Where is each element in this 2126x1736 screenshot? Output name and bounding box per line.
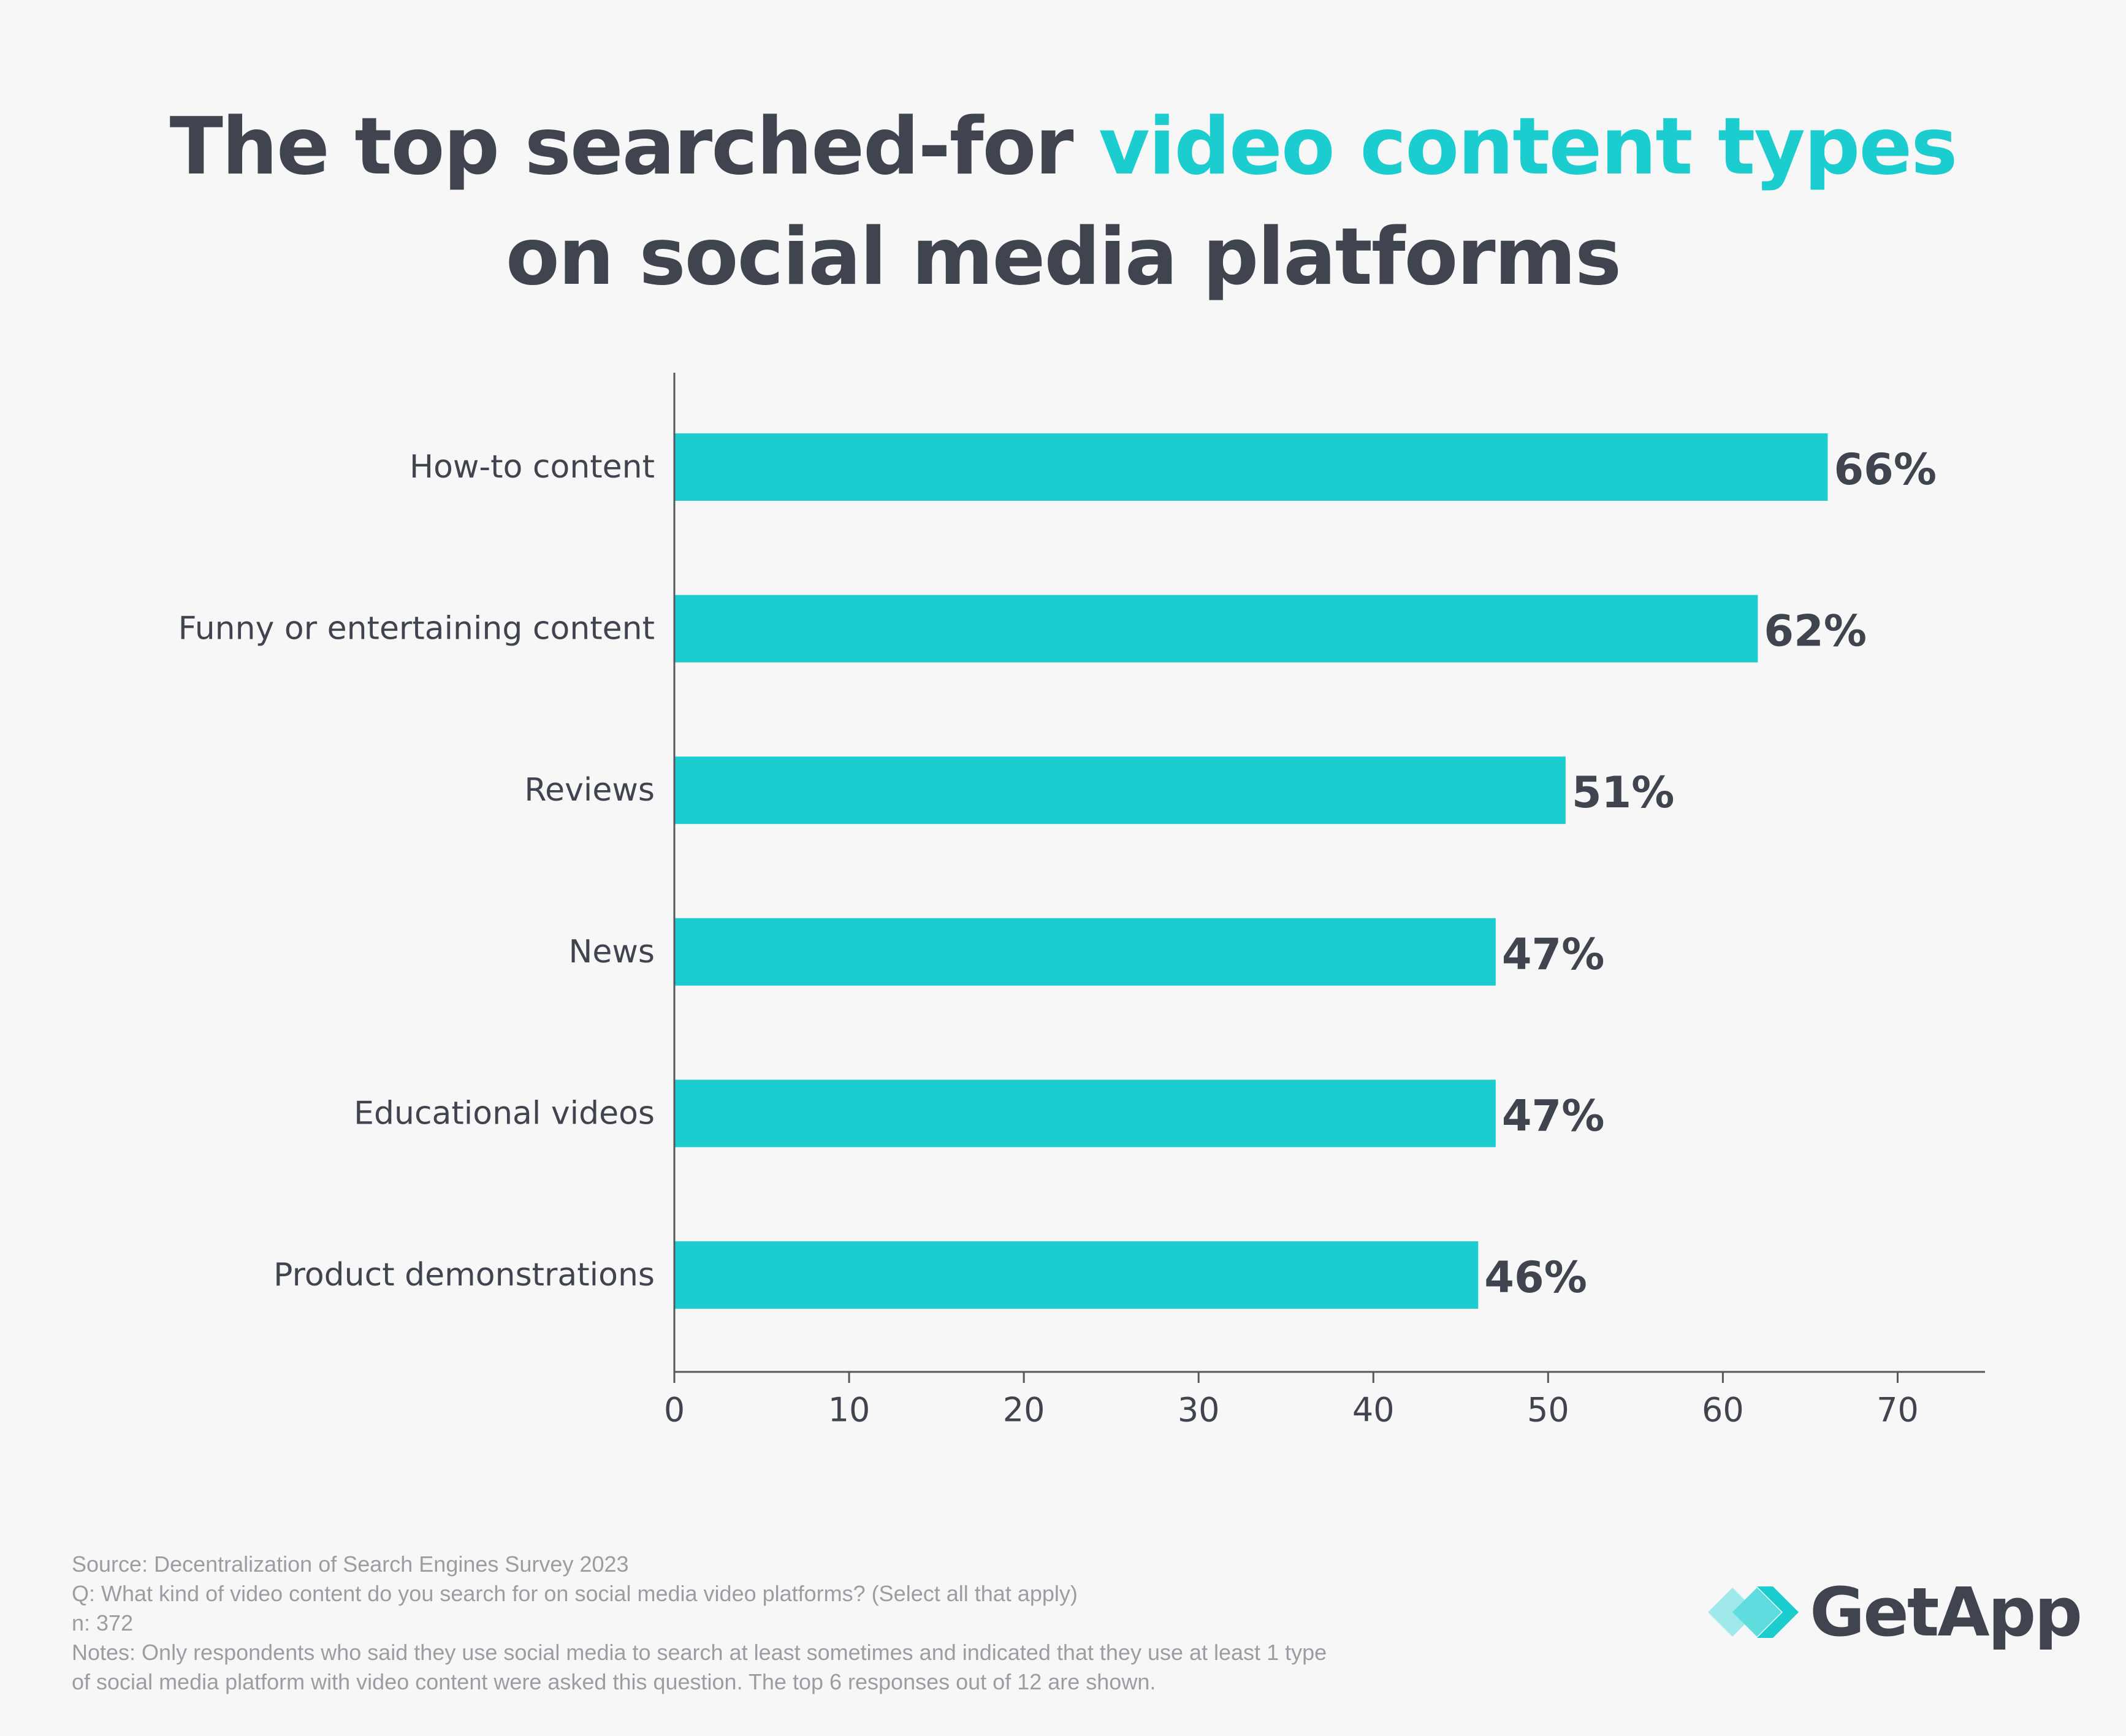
getapp-chevron-logo-icon <box>1708 1586 1799 1638</box>
bar <box>674 1241 1479 1309</box>
title-part-1: The top searched-for <box>169 101 1099 192</box>
bars-group: How-to content 66% Funny or entertaining c… <box>178 433 1937 1309</box>
x-tick-label: 10 <box>828 1391 871 1430</box>
data-label: 46% <box>1484 1252 1587 1303</box>
data-label: 62% <box>1764 606 1867 657</box>
category-label: News <box>568 934 655 970</box>
category-label: How-to content <box>410 449 655 485</box>
footer-source: Source: Decentralization of Search Engin… <box>72 1551 629 1577</box>
getapp-logo-text: GetApp <box>1810 1573 2082 1651</box>
chart-footer: Source: Decentralization of Search Engin… <box>72 1550 1604 1697</box>
category-label: Educational videos <box>354 1095 655 1132</box>
footer-n: n: 372 <box>72 1610 134 1635</box>
bar <box>674 595 1758 663</box>
bar-chart: How-to content 66% Funny or entertaining c… <box>178 373 1985 1430</box>
category-label: Reviews <box>524 772 655 809</box>
x-tick-label: 20 <box>1003 1391 1045 1430</box>
x-tick-label: 50 <box>1527 1391 1569 1430</box>
footer-notes-line-1: Notes: Only respondents who said they us… <box>72 1640 1327 1665</box>
x-tick-label: 30 <box>1178 1391 1220 1430</box>
title-line-1: The top searched-for video content types <box>0 92 2126 202</box>
x-tick-label: 0 <box>664 1391 685 1430</box>
bar <box>674 433 1828 501</box>
x-tick-label: 40 <box>1352 1391 1395 1430</box>
bar <box>674 918 1496 986</box>
category-label: Funny or entertaining content <box>178 611 655 647</box>
bar <box>674 756 1566 824</box>
x-tick-label: 70 <box>1876 1391 1919 1430</box>
bar <box>674 1079 1496 1148</box>
category-label: Product demonstrations <box>273 1257 655 1293</box>
data-label: 66% <box>1834 444 1937 495</box>
footer-notes-line-2: of social media platform with video cont… <box>72 1669 1156 1694</box>
title-highlight: video content types <box>1099 101 1957 192</box>
x-tick-label: 60 <box>1702 1391 1744 1430</box>
footer-question: Q: What kind of video content do you sea… <box>72 1581 1078 1606</box>
chart-title: The top searched-for video content types… <box>0 92 2126 313</box>
title-line-2: on social media platforms <box>505 211 1621 303</box>
data-label: 47% <box>1502 929 1605 980</box>
axes-group: 0 10 20 30 40 50 60 70 <box>664 373 1985 1430</box>
data-label: 51% <box>1572 767 1675 818</box>
data-label: 47% <box>1502 1091 1605 1141</box>
getapp-logo: GetApp <box>1704 1569 2084 1655</box>
